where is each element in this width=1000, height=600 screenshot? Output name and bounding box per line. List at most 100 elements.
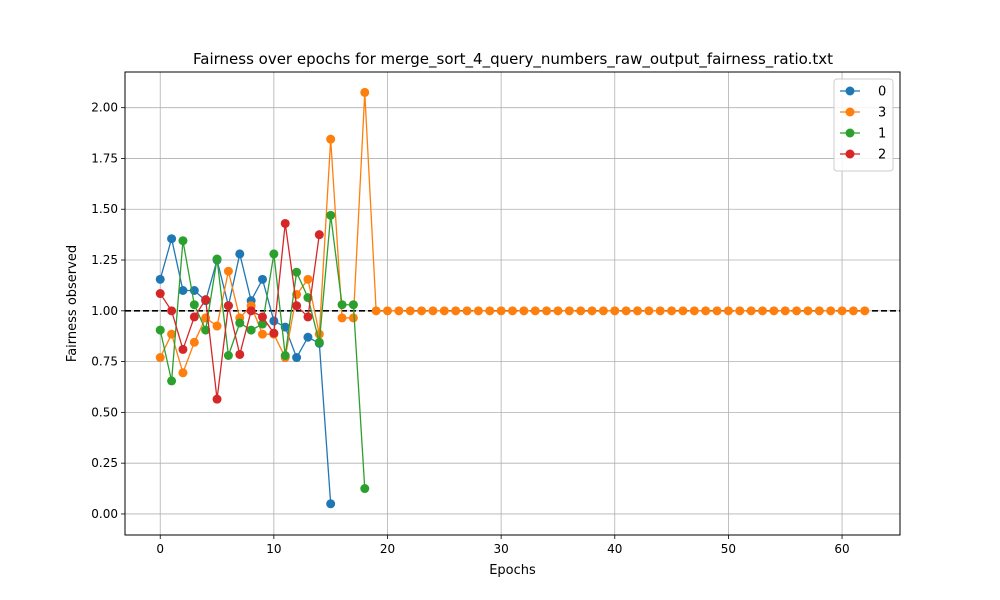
series-line-0: [159, 238, 332, 504]
data-point: [780, 306, 790, 316]
data-point: [326, 499, 336, 509]
data-point: [258, 274, 267, 284]
data-point: [292, 301, 302, 311]
legend-label: 2: [878, 148, 886, 163]
y-tick-label: 0.75: [91, 355, 118, 369]
data-point: [280, 322, 290, 332]
x-tick-label: 30: [493, 542, 508, 556]
legend-item: 2: [840, 148, 886, 163]
legend-label: 0: [878, 85, 886, 100]
data-point: [848, 306, 858, 316]
data-point: [189, 312, 199, 322]
data-point: [383, 306, 392, 316]
data-point: [598, 306, 608, 316]
legend-marker: [845, 107, 855, 117]
data-point: [235, 249, 245, 259]
x-tick-label: 60: [834, 542, 849, 556]
y-tick-label: 0.00: [91, 507, 118, 521]
data-point: [348, 313, 358, 323]
series-1: [155, 210, 370, 494]
data-point: [803, 306, 813, 316]
x-axis-ticks: 0 10 20 30 40 50 60: [156, 535, 850, 556]
x-tick-label: 0: [156, 542, 164, 556]
grid-lines: [125, 72, 900, 535]
data-point: [746, 306, 756, 316]
data-point: [485, 306, 495, 316]
y-tick-label: 0.25: [91, 456, 118, 470]
data-point: [303, 332, 313, 342]
data-point: [814, 306, 824, 316]
data-point: [701, 306, 711, 316]
data-point: [860, 306, 870, 316]
x-tick-label: 20: [380, 542, 395, 556]
data-point: [314, 230, 324, 240]
data-point: [314, 337, 324, 347]
data-point: [212, 254, 222, 264]
data-point: [292, 267, 302, 277]
data-point: [201, 325, 211, 335]
data-point: [223, 266, 233, 276]
data-point: [394, 306, 404, 316]
data-point: [178, 344, 188, 354]
data-point: [735, 306, 745, 316]
data-point: [246, 325, 256, 335]
x-tick-label: 10: [266, 542, 281, 556]
data-point: [337, 313, 347, 323]
x-tick-label: 50: [721, 542, 736, 556]
data-point: [473, 306, 483, 316]
legend-marker: [845, 86, 855, 96]
data-point: [189, 300, 199, 310]
legend-label: 1: [878, 127, 886, 142]
series-line-3: [159, 92, 865, 375]
data-point: [655, 306, 665, 316]
data-point: [269, 316, 279, 326]
y-axis-label: Fairness observed: [65, 245, 80, 362]
data-point: [462, 306, 472, 316]
data-point: [496, 306, 506, 316]
y-tick-label: 0.50: [91, 405, 118, 419]
data-point: [246, 306, 256, 316]
data-point: [678, 306, 688, 316]
data-point: [360, 484, 370, 494]
data-point: [303, 274, 313, 284]
data-point: [758, 306, 767, 316]
legend-label: 3: [878, 106, 886, 121]
legend-item: 3: [840, 106, 886, 121]
data-point: [792, 306, 802, 316]
y-tick-label: 1.25: [91, 253, 118, 267]
legend-marker: [845, 149, 855, 159]
x-axis-label: Epochs: [489, 563, 536, 578]
data-point: [280, 351, 290, 361]
y-tick-label: 1.50: [91, 202, 118, 216]
data-point: [417, 306, 427, 316]
data-point: [530, 306, 540, 316]
data-point: [223, 351, 233, 361]
data-point: [723, 306, 733, 316]
data-point: [348, 300, 358, 310]
data-point: [269, 328, 279, 338]
data-point: [201, 295, 211, 305]
data-point: [167, 376, 177, 386]
data-point: [633, 306, 642, 316]
data-point: [644, 306, 654, 316]
y-tick-label: 1.00: [91, 304, 118, 318]
data-point: [769, 306, 779, 316]
legend: 0 3 1 2: [833, 78, 894, 172]
data-point: [235, 349, 245, 359]
data-point: [155, 353, 165, 363]
data-point: [519, 306, 529, 316]
data-point: [212, 321, 222, 331]
data-point: [292, 353, 302, 363]
data-point: [178, 368, 188, 378]
data-point: [405, 306, 415, 316]
data-point: [155, 325, 165, 335]
data-point: [201, 313, 211, 323]
data-point: [155, 289, 165, 299]
series-2: [155, 218, 324, 404]
data-point: [337, 300, 347, 310]
data-point: [712, 306, 722, 316]
data-point: [508, 306, 517, 316]
data-point: [258, 329, 267, 339]
